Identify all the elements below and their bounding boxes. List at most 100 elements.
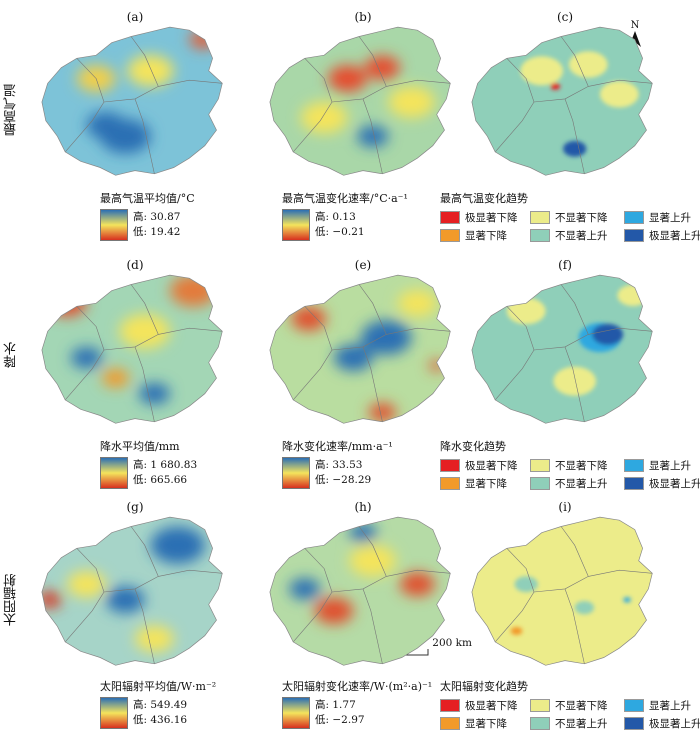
map-region-fill xyxy=(41,27,223,176)
map-value-patch xyxy=(553,366,597,396)
province-border xyxy=(134,346,155,422)
legend-title: 最高气温变化速率/°C·a⁻¹ xyxy=(282,192,408,205)
legend-item: 极显著上升 xyxy=(624,228,700,243)
legend-title: 降水变化趋势 xyxy=(440,440,506,453)
panel-letter: (e) xyxy=(354,258,372,272)
legend-high: 高: 30.87 xyxy=(133,211,181,223)
legend-swatch xyxy=(530,459,550,472)
legend-item: 显著上升 xyxy=(624,698,700,713)
map-panel: (c) xyxy=(460,10,670,188)
province-border xyxy=(564,98,585,174)
map-value-patch xyxy=(399,572,435,597)
legend-item-label: 显著上升 xyxy=(649,460,691,472)
panel-letter: (b) xyxy=(354,10,372,24)
legend-item-label: 显著下降 xyxy=(465,718,507,730)
map-value-patch xyxy=(328,65,367,92)
legend-item: 不显著上升 xyxy=(530,476,624,491)
map-panel: (d) xyxy=(30,258,240,436)
legend-swatch xyxy=(624,699,644,712)
legend-swatch xyxy=(440,717,460,730)
legend-item-label: 极显著上升 xyxy=(649,478,700,490)
map-legend: 最高气温平均值/°C 高: 30.87 低: 19.42 xyxy=(100,190,195,241)
map-panel: (i) xyxy=(460,500,670,678)
color-ramp xyxy=(100,209,128,241)
panel-letter: (h) xyxy=(354,500,372,514)
legend-high: 高: 0.13 xyxy=(315,211,356,223)
legend-title: 降水变化速率/mm·a⁻¹ xyxy=(282,440,393,453)
map-legend: 最高气温变化趋势 极显著下降 不显著下降 显著上升 显著下降 不显著上升 极显著上升 xyxy=(440,190,700,243)
row-label-solar-radiation: 太阳辐射 xyxy=(4,574,19,626)
province-border xyxy=(358,284,387,335)
map-svg xyxy=(41,274,223,424)
map-value-patch xyxy=(127,54,174,87)
map-value-patch xyxy=(364,55,400,80)
legend-swatch xyxy=(440,229,460,242)
legend-item-label: 显著上升 xyxy=(649,212,691,224)
legend-swatch xyxy=(440,459,460,472)
map-value-patch xyxy=(86,112,126,139)
map-panel: (g) xyxy=(30,500,240,678)
map-value-patch xyxy=(361,320,412,355)
legend-swatch xyxy=(530,717,550,730)
region-outline xyxy=(269,274,451,424)
map-value-patch xyxy=(67,570,106,598)
province-border xyxy=(130,526,159,577)
map-region-fill xyxy=(269,517,451,666)
map-value-patch xyxy=(291,306,327,331)
color-ramp xyxy=(100,457,128,489)
legend-title: 太阳辐射变化趋势 xyxy=(440,680,528,693)
legend-item: 显著上升 xyxy=(624,210,700,225)
province-border xyxy=(134,98,155,174)
map-value-patch xyxy=(169,275,217,307)
map-value-patch xyxy=(349,544,396,577)
province-border xyxy=(358,526,387,577)
legend-item: 极显著下降 xyxy=(440,210,530,225)
map-value-patch xyxy=(41,591,62,608)
map-value-patch xyxy=(105,586,145,614)
legend-item: 显著上升 xyxy=(624,458,700,473)
legend-swatch xyxy=(624,459,644,472)
legend-high: 高: 1 680.83 xyxy=(133,459,198,471)
legend-swatch xyxy=(624,229,644,242)
region-outline xyxy=(269,516,451,666)
legend-item: 极显著上升 xyxy=(624,476,700,491)
legend-item-label: 显著下降 xyxy=(465,230,507,242)
map-value-patch xyxy=(550,83,561,90)
province-border xyxy=(103,569,223,593)
legend-item-label: 不显著下降 xyxy=(555,460,608,472)
color-ramp xyxy=(282,697,310,729)
map-value-patch xyxy=(520,56,564,86)
legend-low: 低: −0.21 xyxy=(315,226,365,238)
map-value-patch xyxy=(150,526,205,564)
map-legend: 降水平均值/mm 高: 1 680.83 低: 665.66 xyxy=(100,438,197,489)
legend-item-label: 不显著下降 xyxy=(555,700,608,712)
legend-low: 低: 665.66 xyxy=(133,474,188,486)
region-outline xyxy=(471,274,653,424)
map-value-patch xyxy=(510,627,523,635)
legend-item-label: 极显著下降 xyxy=(465,700,518,712)
map-region-fill xyxy=(41,275,223,424)
region-outline xyxy=(471,26,653,176)
color-ramp xyxy=(282,209,310,241)
legend-item: 显著下降 xyxy=(440,716,530,731)
panel-letter: (a) xyxy=(126,10,144,24)
legend-item-label: 极显著下降 xyxy=(465,212,518,224)
legend-swatch xyxy=(530,211,550,224)
legend-swatch xyxy=(530,477,550,490)
map-value-patch xyxy=(599,80,639,108)
province-border xyxy=(564,588,585,664)
region-outline xyxy=(41,274,223,424)
legend-item: 显著下降 xyxy=(440,476,530,491)
legend-high: 高: 549.49 xyxy=(133,699,188,711)
map-svg xyxy=(471,516,653,666)
legend-item-label: 不显著下降 xyxy=(555,212,608,224)
legend-item-label: 极显著上升 xyxy=(649,230,700,242)
map-svg xyxy=(471,26,653,176)
map-value-patch xyxy=(568,51,608,78)
province-border xyxy=(331,569,451,593)
province-border xyxy=(362,346,383,422)
map-value-patch xyxy=(138,383,170,405)
map-value-patch xyxy=(349,523,377,543)
map-value-patch xyxy=(574,600,595,615)
legend-high: 高: 33.53 xyxy=(315,459,363,471)
